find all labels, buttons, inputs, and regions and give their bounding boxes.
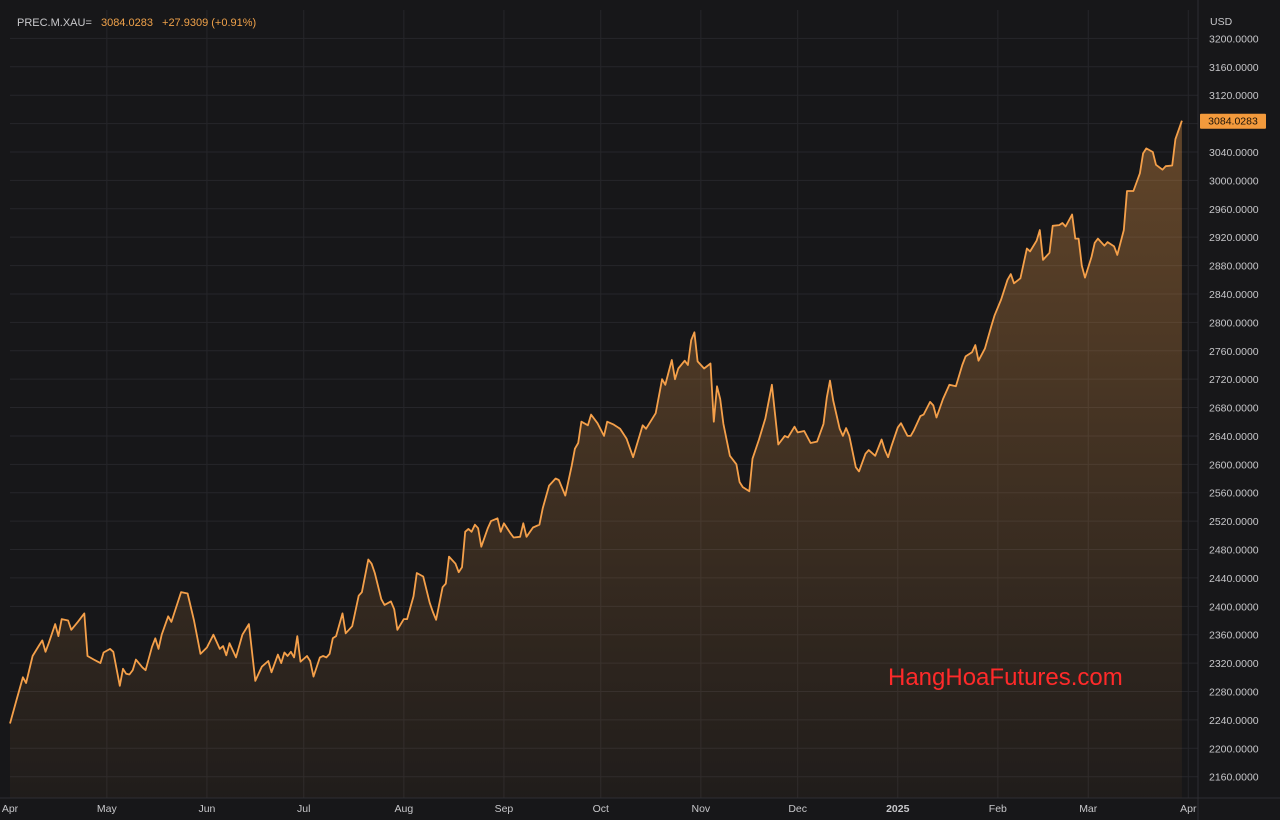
y-tick-label: 2280.0000 [1209,687,1259,699]
last-price-label: 3084.0283 [1208,116,1258,128]
x-tick-label: Dec [788,803,807,815]
y-tick-label: 3000.0000 [1209,175,1259,187]
y-tick-label: 3120.0000 [1209,90,1259,102]
y-tick-label: 3200.0000 [1209,33,1259,45]
y-tick-label: 3040.0000 [1209,147,1259,159]
y-tick-label: 2640.0000 [1209,431,1259,443]
ticker-change: +27.9309 (+0.91%) [162,17,257,29]
y-tick-label: 2840.0000 [1209,289,1259,301]
x-tick-label: Mar [1079,803,1098,815]
y-axis-unit-label: USD [1210,16,1233,28]
y-tick-label: 2600.0000 [1209,459,1259,471]
y-tick-label: 2440.0000 [1209,573,1259,585]
y-tick-label: 2200.0000 [1209,743,1259,755]
x-tick-label: Oct [593,803,609,815]
y-tick-label: 2760.0000 [1209,346,1259,358]
y-tick-label: 2560.0000 [1209,488,1259,500]
x-tick-label: Nov [692,803,711,815]
y-tick-label: 2880.0000 [1209,261,1259,273]
x-tick-label: Sep [495,803,514,815]
last-price-label-box [1200,113,1266,129]
y-tick-label: 2960.0000 [1209,204,1259,216]
x-tick-label: Jun [198,803,215,815]
ticker-legend: PREC.M.XAU= 3084.0283 +27.9309 (+0.91%) [17,17,256,29]
watermark-text: HangHoaFutures.com [888,664,1123,691]
ticker-last-price: 3084.0283 [100,17,153,29]
y-tick-label: 2160.0000 [1209,772,1259,784]
y-tick-label: 2800.0000 [1209,317,1259,329]
y-tick-label: 2400.0000 [1209,601,1259,613]
y-tick-label: 3160.0000 [1209,62,1259,74]
y-tick-label: 2360.0000 [1209,630,1259,642]
series-area-fill [10,120,1182,798]
y-tick-label: 2520.0000 [1209,516,1259,528]
series-line [9,120,1183,724]
y-tick-label: 2720.0000 [1209,374,1259,386]
x-tick-label: Jul [297,803,310,815]
x-tick-label: 2025 [886,803,910,815]
ticker-symbol: PREC.M.XAU= [17,17,92,29]
y-tick-label: 2920.0000 [1209,232,1259,244]
y-tick-label: 2320.0000 [1209,658,1259,670]
y-tick-label: 2240.0000 [1209,715,1259,727]
area-layer [9,120,1183,798]
x-tick-label: Aug [395,803,414,815]
x-tick-label: May [97,803,118,815]
y-tick-label: 2480.0000 [1209,545,1259,557]
x-tick-label: Apr [1180,803,1197,815]
x-tick-label: Feb [989,803,1007,815]
x-tick-label: Apr [2,803,19,815]
y-tick-label: 2680.0000 [1209,403,1259,415]
